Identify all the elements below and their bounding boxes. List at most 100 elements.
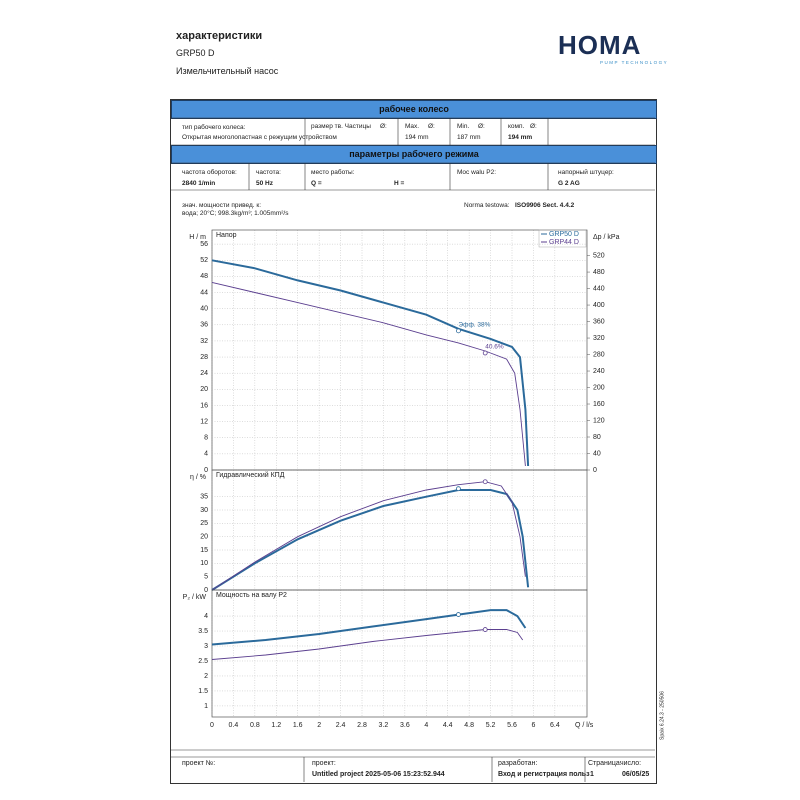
- description: Измельчительный насос: [176, 66, 279, 76]
- footer-label: проект №:: [182, 760, 215, 767]
- duty-marker: [482, 627, 488, 632]
- curve: [211, 481, 526, 591]
- label: Moc walu P2:: [457, 169, 497, 176]
- frame: [170, 99, 657, 784]
- y2-tick-label: 520: [593, 252, 605, 259]
- label: тип рабочего колеса:: [182, 124, 246, 131]
- y-tick-label: 16: [200, 402, 208, 409]
- label: размер тв. Частицы: [311, 123, 371, 130]
- x-tick-label: 3.6: [400, 722, 410, 729]
- value: G 2 AG: [558, 180, 580, 187]
- y-tick-label: 5: [204, 574, 208, 581]
- doc-title: характеристики: [176, 30, 263, 42]
- y-tick-label: 52: [200, 257, 208, 264]
- y-tick-label: 40: [200, 305, 208, 312]
- y-tick-label: 20: [200, 534, 208, 541]
- x-tick-label: 4.4: [443, 722, 453, 729]
- label: место работы:: [311, 169, 355, 176]
- note: знач. мощности привед. к:: [182, 202, 262, 209]
- footer-label: Страница:: [588, 760, 622, 767]
- y-tick-label: 3.5: [198, 628, 208, 635]
- x-tick-label: 6.4: [550, 722, 560, 729]
- x-tick-label: 4: [424, 722, 428, 729]
- y2-tick-label: 200: [593, 384, 605, 391]
- panel-title: Напор: [216, 232, 237, 239]
- footer-value: 1: [590, 771, 594, 778]
- plot-frame: [211, 469, 588, 591]
- y-tick-label: 2: [204, 673, 208, 680]
- y2-tick-label: 320: [593, 335, 605, 342]
- y-tick-label: 56: [200, 241, 208, 248]
- y-tick-label: 10: [200, 560, 208, 567]
- section-bar: рабочее колесо: [171, 100, 657, 119]
- label: Max.: [405, 123, 420, 130]
- label: комп.: [508, 123, 525, 130]
- y2-tick-label: 120: [593, 417, 605, 424]
- y-tick-label: 12: [200, 418, 208, 425]
- plot-frame: [211, 229, 588, 471]
- curve: [211, 489, 530, 591]
- x-tick-label: 2.8: [357, 722, 367, 729]
- y-tick-label: 0: [204, 587, 208, 594]
- side-text: Spaix 6.24.3 - 250506: [659, 691, 665, 740]
- label: Ø:: [428, 123, 435, 130]
- label: частота:: [256, 169, 281, 176]
- y-tick-label: 30: [200, 507, 208, 514]
- value: Открытая многолопастная с режущим устрой…: [182, 134, 337, 141]
- duty-marker: [482, 479, 488, 485]
- legend-box: [538, 229, 587, 248]
- marker-label: Эфф. 38%: [458, 322, 490, 329]
- value: 194 mm: [405, 134, 429, 141]
- plot-frame: [211, 589, 588, 718]
- footer-value: Вход и регистрация польз: [498, 771, 590, 778]
- label: Ø:: [530, 123, 537, 130]
- x-tick-label: 0: [210, 722, 214, 729]
- value: Q =: [311, 180, 322, 187]
- y-tick-label: 2.5: [198, 658, 208, 665]
- note: ISO9906 Sect. 4.4.2: [515, 202, 575, 209]
- legend-label: GRP44 D: [549, 239, 579, 246]
- value: 50 Hz: [256, 180, 273, 187]
- x-tick-label: 5.2: [486, 722, 496, 729]
- logo: HOMA: [558, 30, 642, 60]
- value: H =: [394, 180, 405, 187]
- label: напорный штуцер:: [558, 169, 614, 176]
- value: 187 mm: [457, 134, 481, 141]
- value: 194 mm: [508, 134, 533, 141]
- label: Ø:: [380, 123, 387, 130]
- marker-label: 40.6%: [485, 344, 504, 351]
- y-tick-label: 0: [204, 467, 208, 474]
- logo-sub: PUMP TECHNOLOGY: [600, 60, 669, 65]
- label: Ø:: [478, 123, 485, 130]
- panel-title: Гидравлический КПД: [216, 471, 285, 479]
- y2-tick-label: 440: [593, 285, 605, 292]
- y2-tick-label: 40: [593, 450, 601, 457]
- y-axis-label: P₂ / kW: [183, 594, 207, 601]
- y2-tick-label: 280: [593, 351, 605, 358]
- x-tick-label: 1.6: [293, 722, 303, 729]
- section-bar: параметры рабочего режима: [171, 145, 657, 164]
- y-axis-label: η / %: [190, 474, 206, 481]
- value: 2840 1/min: [182, 180, 216, 187]
- y-tick-label: 1: [204, 703, 208, 710]
- note: вода; 20°C; 998.3kg/m³; 1.005mm²/s: [182, 210, 289, 217]
- y2-tick-label: 480: [593, 269, 605, 276]
- y2-tick-label: 160: [593, 401, 605, 408]
- label: Min.: [457, 123, 470, 130]
- y2-tick-label: 360: [593, 318, 605, 325]
- duty-marker: [456, 328, 461, 334]
- duty-marker: [456, 612, 461, 617]
- y-tick-label: 48: [200, 273, 208, 280]
- y-tick-label: 32: [200, 338, 208, 345]
- y-tick-label: 1.5: [198, 688, 208, 695]
- y-tick-label: 20: [200, 386, 208, 393]
- x-tick-label: 5.6: [507, 722, 517, 729]
- label: частота оборотов:: [182, 169, 237, 176]
- x-tick-label: 0.8: [250, 722, 260, 729]
- y-tick-label: 4: [204, 613, 208, 620]
- footer-value: 06/05/25: [622, 771, 649, 778]
- footer-label: число:: [620, 760, 641, 767]
- y2-tick-label: 240: [593, 368, 605, 375]
